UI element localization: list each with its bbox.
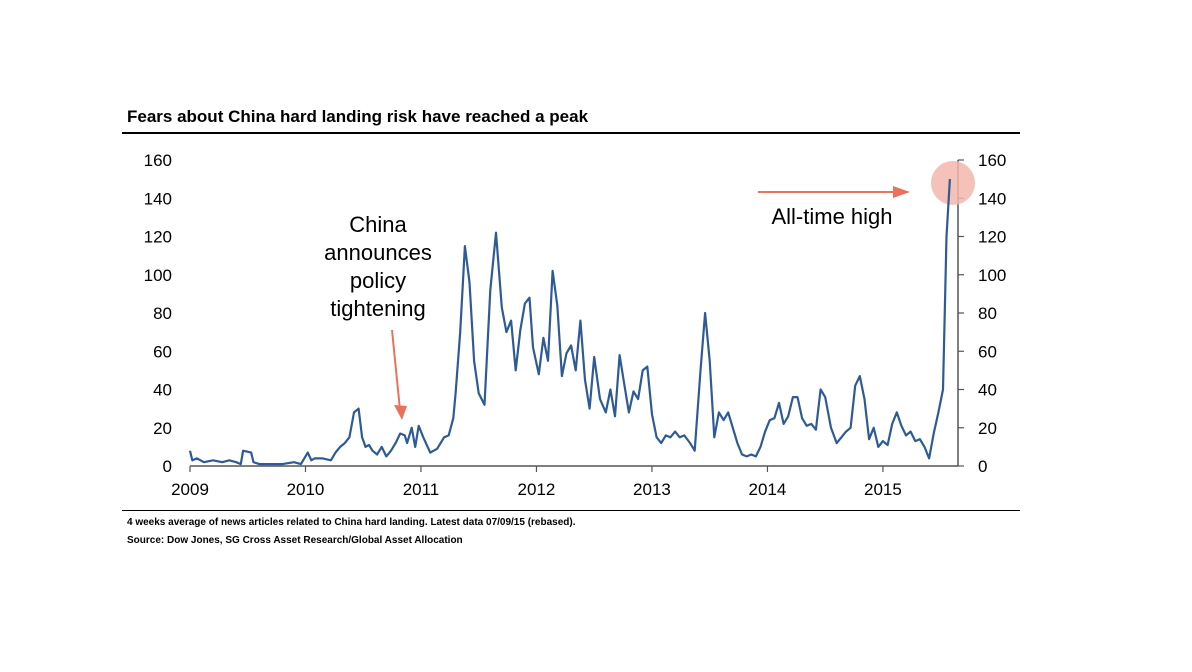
x-tick-label: 2013 — [633, 480, 671, 499]
y-tick-label-left: 0 — [163, 457, 172, 476]
y-tick-label-left: 100 — [144, 266, 172, 285]
y-tick-label-right: 140 — [978, 189, 1006, 208]
footnote-rule — [122, 510, 1020, 511]
y-tick-label-right: 60 — [978, 342, 997, 361]
y-tick-label-right: 100 — [978, 266, 1006, 285]
y-tick-label-left: 160 — [144, 151, 172, 170]
y-tick-label-right: 20 — [978, 419, 997, 438]
y-tick-label-right: 120 — [978, 228, 1006, 247]
x-tick-label: 2014 — [749, 480, 787, 499]
y-tick-label-left: 140 — [144, 189, 172, 208]
y-tick-label-left: 60 — [153, 342, 172, 361]
annotation-line: announces — [324, 240, 432, 265]
x-tick-label: 2011 — [403, 480, 440, 499]
annotation-line: tightening — [330, 296, 425, 321]
y-tick-label-right: 160 — [978, 151, 1006, 170]
y-tick-label-right: 0 — [978, 457, 987, 476]
policy-tightening-arrowhead — [394, 405, 407, 420]
all-time-high-annotation: All-time high — [771, 204, 892, 229]
peak-highlight-circle — [931, 161, 975, 205]
annotation-line: policy — [350, 268, 406, 293]
y-tick-label-right: 40 — [978, 381, 997, 400]
x-tick-label: 2015 — [864, 480, 902, 499]
policy-tightening-arrow — [392, 330, 400, 410]
y-tick-label-left: 20 — [153, 419, 172, 438]
y-tick-label-left: 120 — [144, 228, 172, 247]
line-chart: 0 0 20 20 40 40 60 60 80 80 100 100 120 120 140 140 160 1… — [0, 0, 1192, 672]
annotation-line: China — [349, 212, 407, 237]
all-time-high-arrowhead — [893, 186, 910, 198]
x-tick-label: 2009 — [171, 480, 209, 499]
footnote-source: Source: Dow Jones, SG Cross Asset Resear… — [127, 535, 463, 546]
footnote-note: 4 weeks average of news articles related… — [127, 517, 576, 528]
y-tick-label-right: 80 — [978, 304, 997, 323]
y-tick-label-left: 80 — [153, 304, 172, 323]
y-tick-label-left: 40 — [153, 381, 172, 400]
x-tick-label: 2012 — [518, 480, 556, 499]
x-tick-label: 2010 — [287, 480, 325, 499]
policy-tightening-annotation: China announces policy tightening — [324, 212, 432, 321]
